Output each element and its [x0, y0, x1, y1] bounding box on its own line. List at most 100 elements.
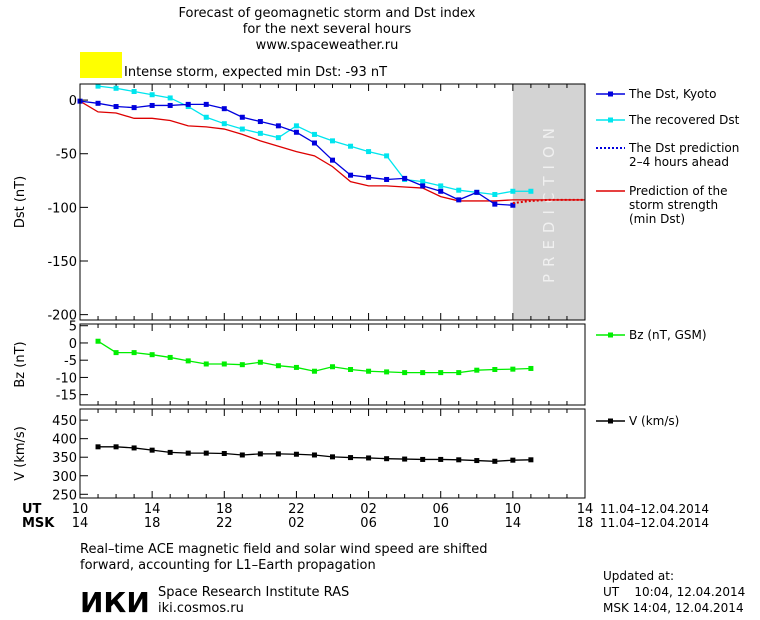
data-point — [456, 457, 462, 463]
data-point — [348, 143, 354, 149]
data-point — [203, 361, 209, 367]
storm-alert-swatch — [80, 52, 122, 78]
data-point — [492, 191, 498, 197]
data-point — [293, 129, 299, 135]
y-tick-label: -5 — [64, 354, 77, 369]
legend-label: Prediction of the — [629, 184, 728, 198]
data-point — [131, 89, 137, 95]
bz-axis-ticks: 5 0 -5 -10 -15 — [56, 320, 586, 405]
legend-label: The Dst, Kyoto — [628, 87, 716, 101]
legend-label: Bz (nT, GSM) — [629, 328, 707, 342]
data-point — [275, 135, 281, 141]
updated-label: Updated at: — [603, 569, 674, 583]
legend-label: 2–4 hours ahead — [629, 155, 729, 169]
y-tick-label: 350 — [52, 451, 77, 466]
msk-date-range: 11.04–12.04.2014 — [600, 516, 709, 530]
ut-tick-label: 14 — [144, 502, 161, 517]
data-point — [330, 364, 335, 370]
msk-tick-label: 18 — [577, 516, 594, 531]
data-point — [113, 350, 119, 356]
data-point — [239, 126, 245, 132]
y-tick-label: 0 — [69, 94, 77, 109]
updated-ut: UT 10:04, 12.04.2014 — [603, 585, 745, 599]
data-point — [366, 174, 372, 180]
data-point — [203, 114, 209, 120]
data-point — [257, 451, 263, 457]
data-point — [510, 457, 516, 463]
ut-tick-label: 22 — [288, 502, 305, 517]
ut-tick-label: 14 — [577, 502, 594, 517]
v-axis-label: V (km/s) — [13, 426, 28, 481]
msk-tick-label: 18 — [144, 516, 161, 531]
data-point — [402, 175, 408, 181]
data-point — [438, 370, 444, 376]
legend-marker — [608, 91, 613, 97]
data-point — [275, 363, 281, 369]
data-point — [438, 183, 444, 189]
data-point — [167, 102, 173, 108]
y-tick-label: 5 — [69, 320, 77, 335]
data-point — [311, 368, 317, 374]
iki-logo: ИКИ — [80, 586, 150, 619]
series-line — [79, 100, 585, 202]
data-point — [420, 456, 426, 462]
v-panel-frame — [79, 408, 586, 499]
y-tick-label: -50 — [56, 148, 77, 163]
data-point — [113, 85, 119, 91]
data-point — [257, 130, 263, 136]
data-point — [293, 123, 299, 129]
data-point — [366, 455, 372, 461]
ut-tick-label: 10 — [72, 502, 89, 517]
data-point — [456, 197, 462, 203]
chart-legend: The Dst, Kyoto The recovered Dst The Dst p… — [596, 87, 740, 428]
chart-title-line-1: Forecast of geomagnetic storm and Dst in… — [178, 6, 475, 21]
data-point — [528, 188, 534, 194]
data-point — [420, 370, 426, 376]
y-tick-label: -100 — [47, 201, 77, 216]
updated-msk: MSK 14:04, 12.04.2014 — [603, 601, 744, 615]
bz-axis-label: Bz (nT) — [13, 341, 28, 387]
data-point — [203, 450, 209, 456]
data-point — [257, 119, 263, 125]
ut-date-range: 11.04–12.04.2014 — [600, 502, 709, 516]
data-point — [384, 153, 390, 159]
data-point — [131, 105, 137, 111]
legend-marker — [608, 332, 613, 338]
data-point — [131, 445, 137, 451]
data-point — [113, 444, 119, 450]
v-series-group — [95, 444, 534, 464]
data-point — [510, 188, 516, 194]
data-point — [311, 452, 317, 458]
data-point — [384, 369, 390, 375]
data-point — [185, 101, 191, 107]
series-line — [79, 100, 513, 206]
data-point — [239, 362, 245, 368]
legend-label: The Dst prediction — [628, 141, 739, 155]
data-point — [257, 359, 263, 365]
data-point — [311, 140, 317, 146]
data-point — [149, 92, 155, 98]
institute-site: iki.cosmos.ru — [158, 601, 244, 616]
data-point — [474, 189, 480, 195]
series-line — [512, 198, 585, 205]
ut-tick-label: 06 — [432, 502, 449, 517]
data-point — [167, 354, 173, 360]
footer-note-line-2: forward, accounting for L1–Earth propaga… — [80, 558, 376, 573]
data-point — [95, 83, 101, 89]
data-point — [221, 106, 227, 112]
legend-marker — [608, 418, 613, 424]
dst-series-group — [77, 83, 585, 208]
y-tick-label: 400 — [52, 433, 77, 448]
data-point — [311, 131, 317, 137]
legend-marker — [608, 117, 613, 123]
data-point — [492, 458, 498, 464]
y-tick-label: 250 — [52, 488, 77, 503]
data-point — [221, 121, 227, 127]
data-point — [456, 187, 462, 193]
data-point — [239, 114, 245, 120]
ut-tick-label: 10 — [505, 502, 522, 517]
data-point — [348, 455, 354, 461]
chart-title-line-2: for the next several hours — [243, 22, 412, 37]
